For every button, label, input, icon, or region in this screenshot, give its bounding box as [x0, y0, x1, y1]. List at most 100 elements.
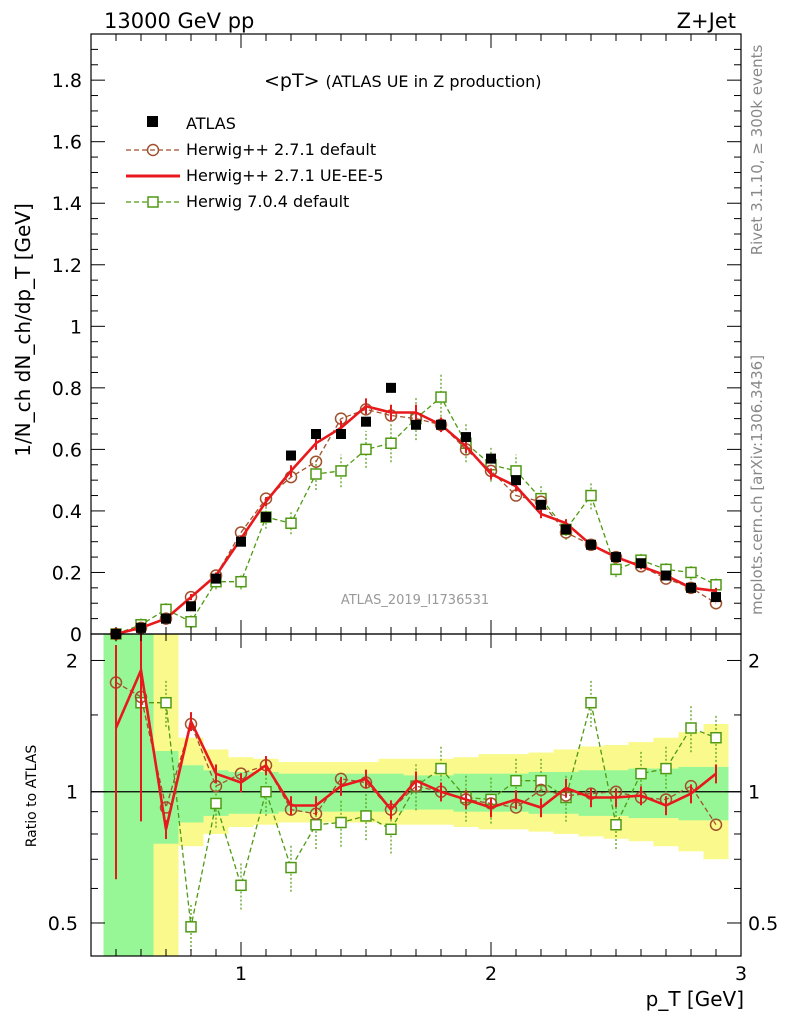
- legend-marker-atlas: [147, 116, 158, 127]
- ratio-point-h704-17: [535, 774, 547, 787]
- ratio-point-h704-3: [185, 921, 197, 933]
- main-point-atlas-15: [486, 453, 496, 464]
- ratio-y-tick-label-left: 0.5: [48, 913, 78, 935]
- main-point-h704-5: [235, 575, 247, 588]
- ratio-point-h704-4: [210, 797, 222, 810]
- ratio-y-tick-label-right: 2: [748, 650, 760, 672]
- main-point-atlas-6: [261, 512, 271, 523]
- ratio-point-h271-24: [709, 818, 723, 831]
- ratio-point-h704-6: [260, 785, 272, 798]
- plot-title-sub: (ATLAS UE in Z production): [326, 72, 542, 91]
- main-point-h704-19: [585, 489, 597, 502]
- main-y-tick-label: 1.2: [52, 255, 82, 277]
- main-y-tick-label: 1: [70, 316, 82, 338]
- ratio-point-h704-7: [285, 861, 297, 874]
- main-point-atlas-21: [636, 558, 646, 569]
- x-tick-label: 1: [235, 963, 247, 985]
- main-point-h704-7: [285, 517, 297, 529]
- ratio-line-h271: [115, 681, 717, 826]
- plot-title-main: <pT>: [264, 70, 320, 92]
- ratio-y-tick-label-right: 0.5: [748, 913, 778, 935]
- legend-marker-h271: [146, 143, 160, 157]
- main-point-atlas-22: [661, 570, 671, 581]
- main-point-h704-8: [310, 468, 322, 480]
- main-point-atlas-13: [436, 419, 446, 430]
- x-tick-label: 2: [485, 963, 497, 985]
- side-label-mcplots: mcplots.cern.ch [arXiv:1306.3436]: [748, 355, 766, 615]
- main-point-h271-20: [609, 550, 623, 564]
- legend-marker-h704: [147, 196, 159, 208]
- ratio-point-h704-24: [710, 731, 722, 744]
- main-point-atlas-18: [561, 524, 571, 535]
- main-point-atlas-2: [161, 613, 171, 624]
- ratio-y-tick-label-left: 1: [66, 782, 78, 804]
- main-point-atlas-12: [411, 419, 421, 430]
- ratio-point-h704-23: [685, 722, 697, 734]
- main-point-h704-9: [335, 465, 347, 477]
- main-point-h704-23: [685, 566, 697, 579]
- main-point-atlas-9: [336, 429, 346, 439]
- main-point-atlas-8: [311, 429, 321, 439]
- ratio-line-h704: [141, 702, 717, 927]
- x-tick-label: 3: [735, 963, 747, 985]
- main-y-tick-label: 0.8: [52, 378, 82, 400]
- ratio-point-h704-8: [310, 818, 322, 831]
- ratio-point-h704-5: [235, 879, 247, 892]
- main-y-tick-label: 0.6: [52, 439, 82, 461]
- side-label-rivet: Rivet 3.1.10, ≥ 300k events: [748, 45, 766, 256]
- ratio-point-h704-16: [510, 774, 522, 787]
- ratio-point-h704-21: [635, 767, 647, 780]
- main-point-h271-19: [584, 538, 598, 552]
- main-point-atlas-16: [511, 475, 521, 486]
- main-point-atlas-14: [461, 432, 471, 443]
- ratio-point-h704-19: [585, 696, 597, 709]
- main-point-atlas-20: [611, 552, 621, 563]
- ratio-point-h704-13: [435, 762, 447, 775]
- main-point-atlas-11: [386, 382, 396, 393]
- ratio-point-h704-11: [385, 823, 397, 836]
- main-point-atlas-10: [361, 416, 371, 427]
- main-point-atlas-3: [186, 601, 196, 612]
- main-point-h704-16: [510, 465, 522, 477]
- main-point-h271-2: [159, 612, 173, 625]
- ratio-band-inner-3: [178, 765, 204, 823]
- main-point-atlas-23: [686, 582, 696, 593]
- main-y-tick-label: 0.2: [52, 562, 82, 584]
- ratio-point-h271-17: [534, 783, 548, 797]
- main-point-h704-10: [360, 443, 372, 456]
- x-axis-title: p_T [GeV]: [646, 987, 744, 1011]
- main-point-atlas-5: [236, 536, 246, 547]
- header-right: Z+Jet: [677, 9, 736, 33]
- legend-label-h271ue: Herwig++ 2.7.1 UE-EE-5: [186, 166, 384, 185]
- ratio-y-tick-label-right: 1: [748, 782, 760, 804]
- main-point-h704-11: [385, 437, 397, 449]
- main-point-h704-13: [435, 391, 447, 403]
- main-point-h704-20: [610, 563, 622, 576]
- tick-labels: 1 2 3 0 0.2 0.4 0.6 0.8 1 1.2 1.4 1.6 1.8 0.5 0.5 1 1 2 2: [48, 70, 778, 985]
- ratio-y-tick-label-left: 2: [66, 650, 78, 672]
- legend-label-atlas: ATLAS: [186, 114, 236, 133]
- main-point-atlas-17: [536, 499, 546, 510]
- legend-label-h271: Herwig++ 2.7.1 default: [186, 140, 376, 159]
- ratio-point-h704-9: [335, 816, 347, 829]
- main-y-tick-label: 0: [70, 624, 82, 646]
- main-y-axis-title: 1/N_ch dN_ch/dp_T [GeV]: [11, 203, 35, 457]
- ratio-point-h704-22: [660, 762, 672, 775]
- legend-label-h704: Herwig 7.0.4 default: [186, 192, 349, 211]
- ratio-point-h704-20: [610, 818, 622, 831]
- ratio-point-h704-2: [160, 696, 172, 709]
- main-point-h704-3: [185, 615, 197, 628]
- ratio-y-axis-title: Ratio to ATLAS: [24, 745, 40, 848]
- axes-frames: [90, 33, 742, 957]
- main-point-h271-8: [309, 455, 323, 468]
- main-y-tick-label: 0.4: [52, 501, 82, 523]
- legend: ATLAS Herwig++ 2.7.1 default Herwig++ 2.…: [126, 114, 384, 211]
- main-point-atlas-24: [711, 592, 721, 603]
- plot-title: <pT> (ATLAS UE in Z production): [264, 70, 541, 92]
- main-point-atlas-19: [586, 539, 596, 550]
- main-y-tick-label: 1.4: [52, 193, 82, 215]
- analysis-watermark: ATLAS_2019_I1736531: [341, 593, 489, 608]
- main-point-atlas-4: [211, 573, 221, 584]
- main-point-atlas-7: [286, 450, 296, 461]
